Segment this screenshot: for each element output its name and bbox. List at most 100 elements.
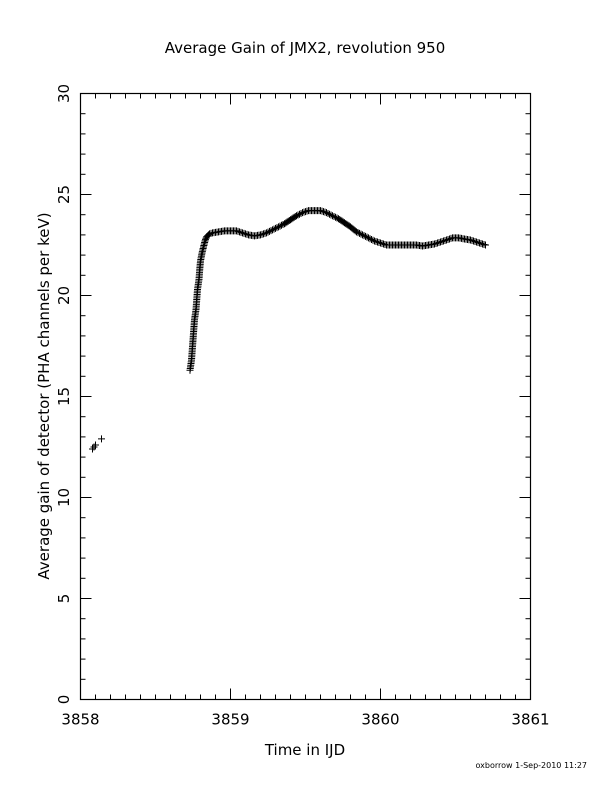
- data-point-fill: [296, 210, 303, 218]
- data-point-fill: [447, 234, 455, 242]
- data-point-fill: [477, 239, 485, 247]
- data-point-fill: [260, 230, 267, 238]
- x-tick-label: 3858: [61, 711, 99, 729]
- data-point-fill: [470, 237, 477, 245]
- data-point-fill: [237, 228, 245, 236]
- data-point-fill: [294, 211, 302, 219]
- data-point-fill: [476, 239, 483, 247]
- data-point: [92, 441, 99, 449]
- x-tick-label: 3861: [511, 711, 549, 729]
- x-tick-label: 3859: [211, 711, 249, 729]
- y-tick-label: 25: [55, 185, 73, 204]
- data-point-fill: [369, 236, 377, 244]
- plot-frame: [79, 92, 532, 701]
- data-point-fill: [438, 237, 446, 245]
- data-point: [359, 231, 366, 239]
- data-point-fill: [444, 235, 452, 243]
- data-points: [89, 207, 489, 453]
- data-point-fill: [234, 227, 242, 235]
- data-point-fill: [362, 232, 369, 240]
- data-point-fill: [354, 229, 362, 237]
- data-point-fill: [360, 232, 368, 240]
- data-point-fill: [300, 208, 308, 216]
- data-point-fill: [231, 227, 239, 235]
- data-point: [275, 223, 282, 231]
- data-point-fill: [324, 209, 332, 217]
- data-point: [329, 212, 336, 220]
- data-point-fill: [264, 228, 272, 236]
- data-point: [371, 237, 378, 245]
- data-point: [263, 229, 270, 237]
- data-point-fill: [381, 240, 389, 248]
- footer-stamp: oxborrow 1-Sep-2010 11:27: [476, 761, 588, 770]
- data-point-fill: [357, 230, 365, 238]
- y-axis-label: Average gain of detector (PHA channels p…: [35, 212, 53, 579]
- data-point: [299, 209, 306, 217]
- data-point-fill: [432, 239, 440, 247]
- data-point-fill: [272, 224, 279, 232]
- data-point-fill: [368, 235, 375, 243]
- data-point: [323, 209, 330, 217]
- data-point-fill: [303, 207, 311, 215]
- y-tick-label: 10: [55, 488, 73, 507]
- data-point-fill: [332, 213, 339, 221]
- data-point-fill: [441, 236, 449, 244]
- data-point-fill: [326, 210, 333, 218]
- x-tick-label: 3860: [361, 711, 399, 729]
- data-point-fill: [321, 208, 329, 216]
- y-tick-label: 5: [55, 594, 73, 604]
- y-tick-label: 20: [55, 286, 73, 305]
- data-point-fill: [290, 213, 298, 221]
- data-point-fill: [434, 239, 441, 247]
- data-point-fill: [284, 217, 292, 225]
- y-tick-label: 30: [55, 84, 73, 103]
- data-point: [443, 236, 450, 244]
- data-point-fill: [198, 251, 206, 259]
- data-point: [482, 241, 489, 249]
- data-point-fill: [378, 239, 386, 247]
- data-point-fill: [459, 235, 467, 243]
- data-point: [377, 239, 384, 247]
- data-point: [269, 226, 276, 234]
- data-point-fill: [278, 221, 285, 229]
- data-point-fill: [261, 229, 269, 237]
- data-point-fill: [446, 235, 453, 243]
- chart-title: Average Gain of JMX2, revolution 950: [165, 39, 446, 57]
- data-point-fill: [380, 240, 387, 248]
- data-point-fill: [480, 240, 488, 248]
- data-point-fill: [302, 208, 309, 216]
- data-point-fill: [236, 228, 243, 236]
- data-point-fill: [363, 233, 371, 241]
- data-point-fill: [243, 230, 251, 238]
- data-point-fill: [471, 237, 479, 245]
- data-point-fill: [327, 211, 335, 219]
- data-point-fill: [474, 238, 482, 246]
- data-point-fill: [276, 222, 284, 230]
- data-point-fill: [344, 221, 352, 229]
- data-point-fill: [273, 224, 281, 232]
- data-point-fill: [350, 226, 358, 234]
- data-point-fill: [330, 212, 338, 220]
- data-point-fill: [255, 231, 263, 239]
- data-point: [473, 238, 480, 246]
- data-point-fill: [240, 229, 248, 237]
- y-tick-label: 0: [55, 695, 73, 705]
- data-point-fill: [429, 240, 437, 248]
- data-point-fill: [266, 227, 273, 235]
- data-point-fill: [213, 228, 221, 236]
- axis-ticks: [80, 93, 531, 700]
- data-point-fill: [297, 209, 305, 217]
- data-point-fill: [258, 230, 266, 238]
- data-point-fill: [435, 238, 443, 246]
- tick-labels: 3858 3859 3860 3861 0 5 10 15 20 25 30: [55, 84, 550, 729]
- data-point-fill: [423, 241, 431, 249]
- x-axis-label: Time in IJD: [264, 741, 345, 759]
- data-point: [437, 238, 444, 246]
- data-point-fill: [375, 238, 383, 246]
- data-point-fill: [374, 238, 381, 246]
- data-point-fill: [315, 207, 323, 215]
- data-point-fill: [465, 236, 473, 244]
- data-point-fill: [320, 208, 327, 216]
- data-point-fill: [207, 229, 215, 237]
